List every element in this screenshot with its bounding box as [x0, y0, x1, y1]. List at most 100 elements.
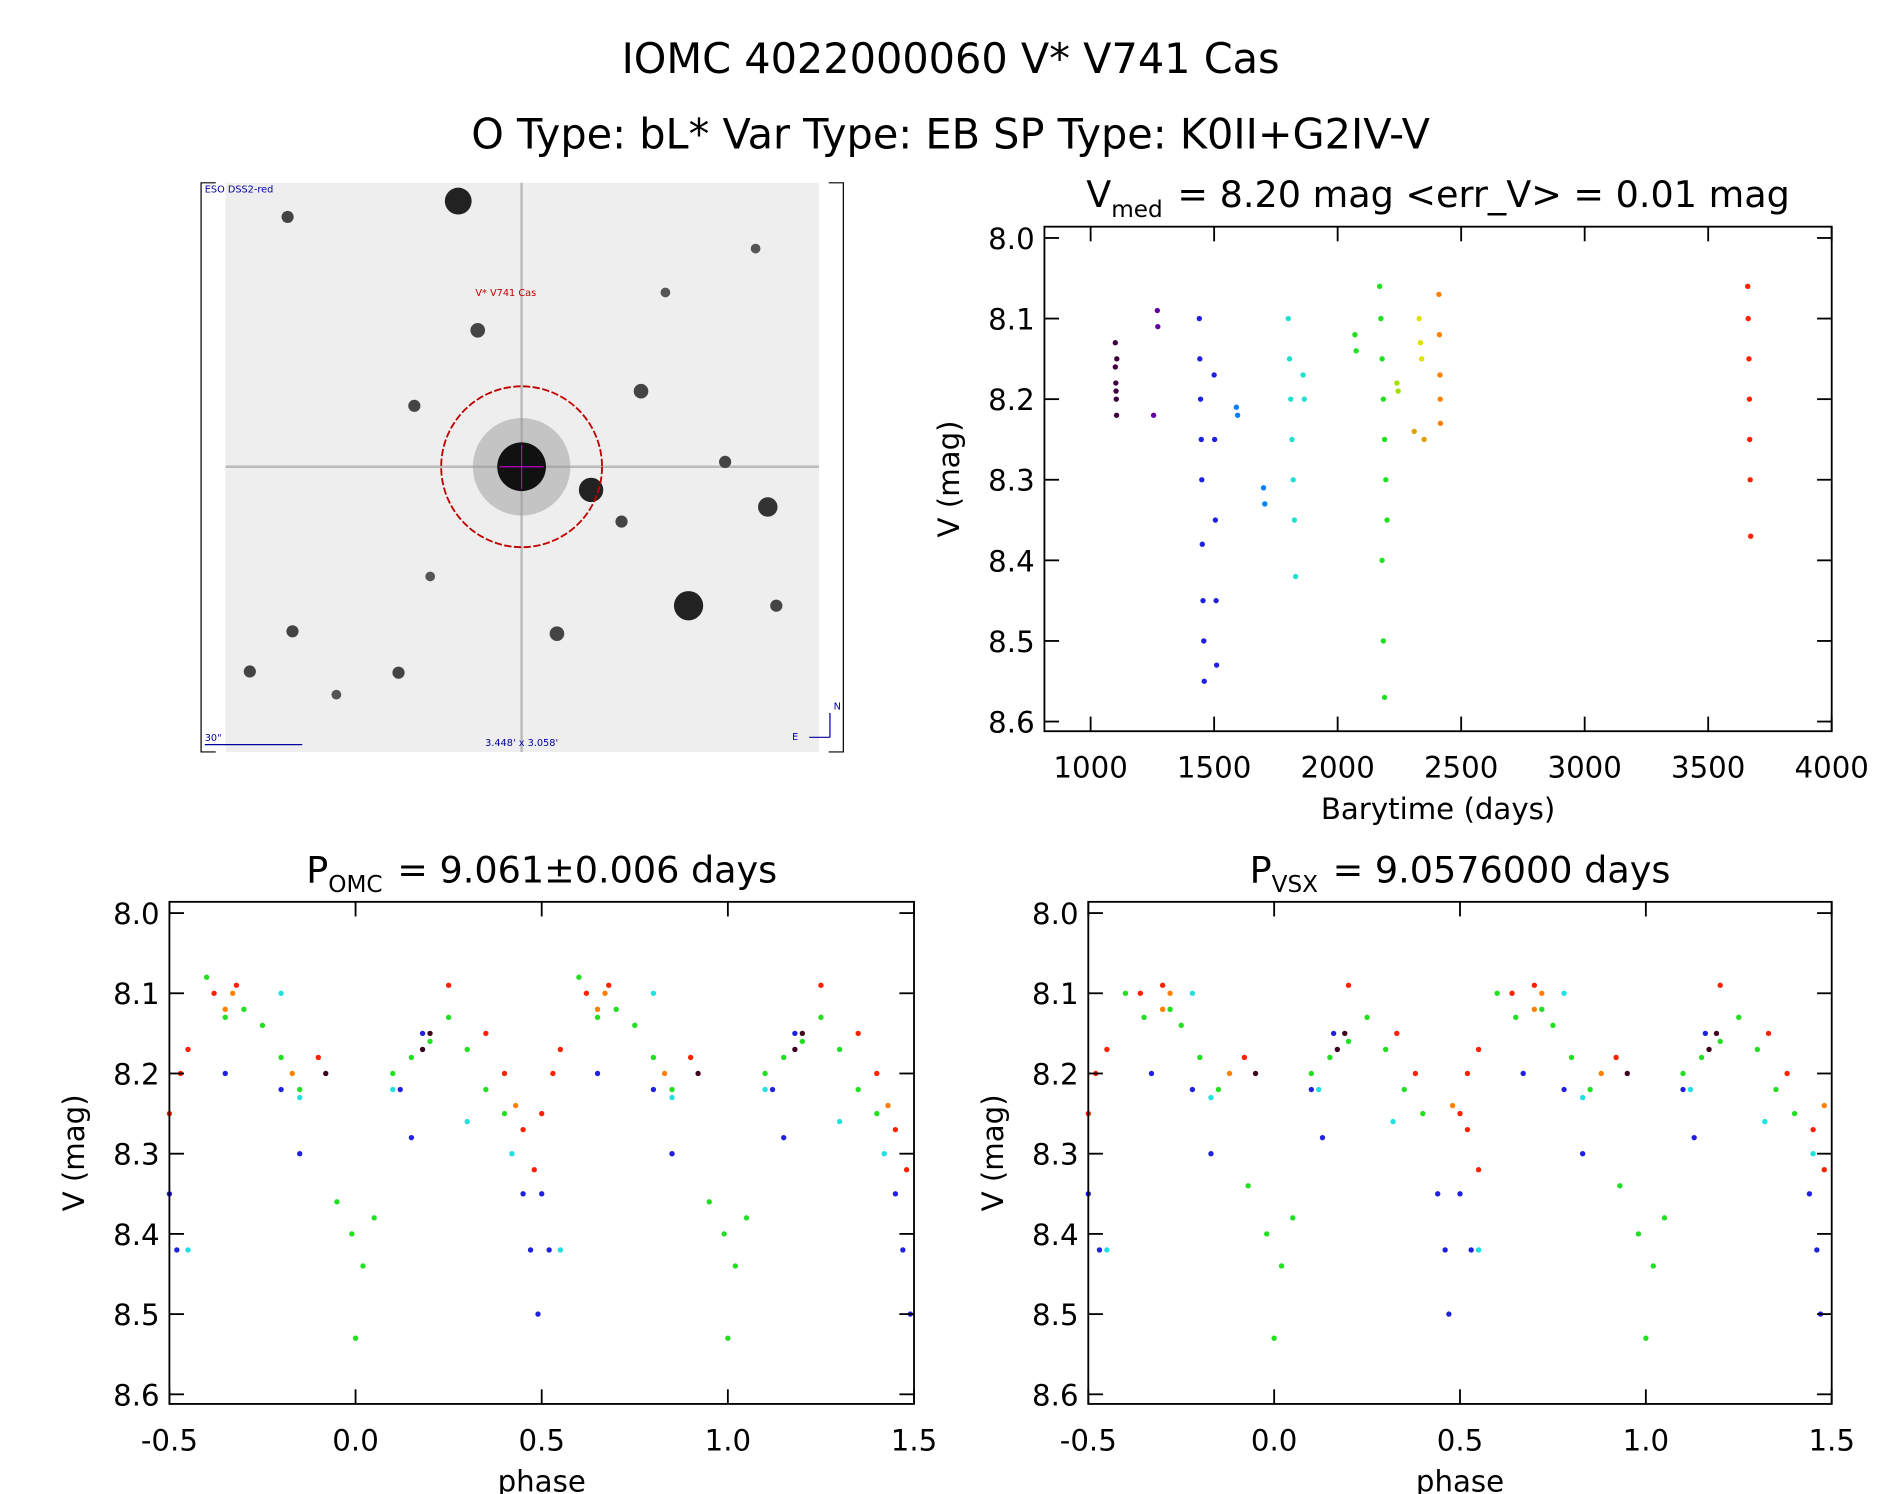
point	[781, 1134, 787, 1141]
point	[1352, 331, 1358, 338]
x-tick-label: 0.5	[1437, 1423, 1484, 1457]
x-axis-label: phase	[1416, 1465, 1504, 1494]
y-tick-label: 8.0	[1032, 897, 1079, 931]
point	[241, 1006, 247, 1012]
point	[1745, 315, 1751, 322]
point	[1713, 1030, 1720, 1037]
scale-label: 30"	[205, 733, 222, 744]
point	[1291, 517, 1298, 523]
point	[1342, 1030, 1348, 1037]
point	[1345, 1038, 1352, 1045]
chart-title: POMC = 9.061±0.006 days	[306, 848, 777, 898]
point	[1437, 396, 1443, 402]
point	[799, 1030, 806, 1037]
point	[1784, 1070, 1790, 1077]
point	[1520, 1070, 1526, 1077]
point	[1394, 1030, 1400, 1037]
point	[1494, 990, 1500, 996]
point	[1167, 990, 1173, 996]
point	[297, 1094, 303, 1101]
point	[885, 1102, 891, 1109]
point	[1167, 1006, 1173, 1012]
x-tick-label: 1500	[1177, 751, 1251, 785]
point	[1747, 436, 1753, 443]
point	[1791, 1110, 1798, 1117]
point	[1468, 1247, 1474, 1253]
star	[331, 689, 342, 700]
point	[1747, 477, 1753, 483]
point	[1316, 1086, 1322, 1093]
point	[501, 1070, 508, 1077]
point	[1292, 573, 1299, 580]
point	[1308, 1070, 1315, 1077]
point	[1587, 1086, 1593, 1093]
point	[1421, 436, 1427, 443]
point	[1417, 340, 1424, 346]
y-tick-label: 8.3	[113, 1138, 160, 1172]
point	[1150, 412, 1157, 418]
x-tick-label: 3500	[1671, 751, 1745, 785]
point	[1680, 1086, 1686, 1093]
point	[1531, 1006, 1538, 1012]
point	[650, 1086, 657, 1093]
point	[1196, 315, 1202, 322]
point	[1245, 1183, 1251, 1189]
point	[792, 1046, 798, 1053]
x-axis-label: phase	[498, 1465, 586, 1494]
title-sub: VSX	[1272, 872, 1319, 898]
plot-frame	[1087, 900, 1833, 1405]
point	[1159, 982, 1166, 988]
star	[281, 210, 294, 224]
page-title: IOMC 4022000060 V* V741 Cas	[622, 35, 1280, 83]
point	[1260, 485, 1267, 491]
point	[1561, 990, 1567, 996]
point	[278, 1054, 284, 1061]
point	[1345, 982, 1352, 988]
field-label: 3.448' x 3.058'	[485, 738, 558, 749]
point	[1200, 597, 1206, 604]
plot-frame	[1043, 225, 1833, 733]
x-tick-label: 2000	[1300, 751, 1374, 785]
point	[539, 1110, 545, 1117]
chart-title: Vmed = 8.20 mag <err_V> = 0.01 mag	[1086, 173, 1790, 223]
point	[1449, 1102, 1456, 1109]
x-tick-label: 1.0	[1623, 1423, 1670, 1457]
page-subtitle: O Type: bL* Var Type: EB SP Type: K0II+G…	[471, 111, 1430, 159]
point	[1113, 388, 1119, 394]
finder-chart: ESO DSS2-red V* V741 Cas 30" 3.448' x 3.…	[200, 182, 844, 753]
x-tick-label: 1.0	[705, 1423, 752, 1457]
point	[1475, 1167, 1482, 1173]
figure: IOMC 4022000060 V* V741 Cas O Type: bL* …	[57, 35, 1869, 1494]
point	[1379, 356, 1385, 362]
point	[464, 1046, 470, 1053]
star	[425, 571, 436, 582]
x-tick-label: -0.5	[141, 1423, 198, 1457]
point	[1364, 1014, 1370, 1021]
star	[660, 287, 671, 298]
point	[721, 1231, 727, 1237]
point	[1531, 982, 1538, 988]
x-tick-label: 0.0	[332, 1423, 379, 1457]
point	[874, 1110, 880, 1117]
point	[1464, 1126, 1471, 1133]
point	[1113, 396, 1119, 402]
point	[1137, 990, 1144, 996]
point	[1381, 694, 1388, 701]
point	[1159, 1006, 1166, 1012]
compass	[809, 712, 831, 738]
point	[632, 1022, 638, 1029]
point	[1717, 1038, 1723, 1045]
point	[1211, 372, 1217, 378]
title-main: P	[306, 848, 328, 891]
point	[669, 1094, 675, 1101]
point	[185, 1046, 191, 1053]
point	[1401, 1086, 1407, 1093]
point	[1412, 1070, 1419, 1077]
point	[1736, 1014, 1742, 1021]
star	[770, 599, 783, 612]
point	[531, 1167, 537, 1173]
point	[1154, 307, 1160, 314]
point	[1617, 1183, 1623, 1189]
point	[1765, 1030, 1772, 1037]
